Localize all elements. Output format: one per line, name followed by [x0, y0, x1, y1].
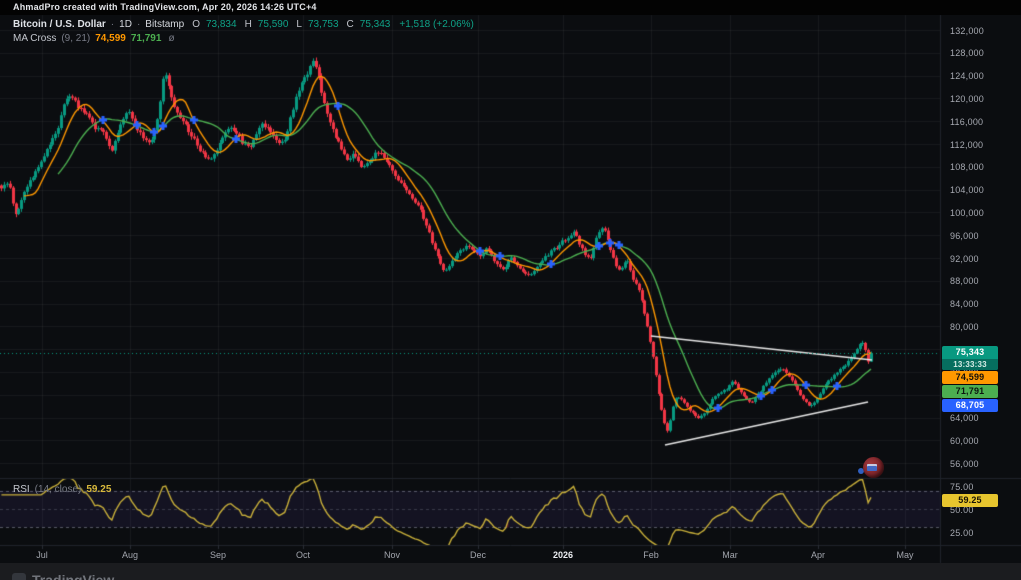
- symbol-name: Bitcoin / U.S. Dollar: [13, 19, 106, 30]
- price-badge-last-price: 75,343 13:33:33: [942, 346, 998, 371]
- price-axis-label: 88,000: [950, 276, 979, 287]
- price-axis-label: 60,000: [950, 435, 979, 446]
- tradingview-logo-icon: [12, 573, 26, 580]
- high-value: 75,590: [257, 19, 289, 30]
- price-axis-label: 56,000: [950, 458, 979, 469]
- rsi-axis-label: 50.00: [950, 504, 974, 515]
- price-axis-label: 92,000: [950, 253, 979, 264]
- rsi-axis-label: 25.00: [950, 527, 974, 538]
- sticker-flag: [867, 464, 877, 471]
- interval-label: 1D: [119, 19, 132, 30]
- ma-cross-params: (9, 21): [61, 33, 91, 44]
- footer-strip: TradingView: [0, 563, 1021, 580]
- price-badge-value: 75,343: [955, 347, 985, 358]
- close-value: 75,343: [359, 19, 391, 30]
- time-axis-label-mar: Mar: [722, 550, 738, 560]
- price-badge-ma-fast: 74,599: [942, 371, 998, 385]
- price-badge-value: 68,705: [955, 400, 985, 411]
- price-badge-value: 71,791: [955, 386, 985, 397]
- price-axis-label: 128,000: [950, 48, 984, 59]
- ma-cross-title: MA Cross: [13, 33, 57, 44]
- low-value: 73,753: [307, 19, 339, 30]
- price-axis-label: 124,000: [950, 71, 984, 82]
- rsi-title: RSI: [13, 484, 30, 495]
- price-badge-level: 68,705: [942, 399, 998, 413]
- bar-countdown: 13:33:33: [942, 359, 998, 371]
- ma-fast-value: 74,599: [95, 33, 126, 44]
- attribution-bar: AhmadPro created with TradingView.com, A…: [0, 0, 1021, 15]
- time-axis-label-may: May: [896, 550, 914, 560]
- open-value: 73,834: [205, 19, 237, 30]
- rsi-badge-value: 59.25: [958, 494, 982, 505]
- time-axis-label-sep: Sep: [209, 550, 227, 560]
- price-axis[interactable]: 132,000 128,000 124,000 120,000 116,000 112,0…: [941, 15, 1021, 563]
- price-axis-label: 108,000: [950, 162, 984, 173]
- sticker-dot: [858, 468, 864, 474]
- separator: ·: [136, 19, 141, 30]
- price-axis-label: 104,000: [950, 185, 984, 196]
- price-axis-label: 80,000: [950, 321, 979, 332]
- price-axis-label: 84,000: [950, 299, 979, 310]
- time-axis-label-feb: Feb: [643, 550, 659, 560]
- rsi-params: (14, close): [34, 484, 82, 495]
- separator: ·: [110, 19, 115, 30]
- time-axis-label-aug: Aug: [121, 550, 139, 560]
- open-label: O: [192, 19, 200, 30]
- time-axis-label-dec: Dec: [469, 550, 487, 560]
- time-axis-label-jul: Jul: [36, 550, 48, 560]
- close-label: C: [346, 19, 354, 30]
- sticker-icon[interactable]: [857, 456, 887, 480]
- ma-slow-value: 71,791: [130, 33, 162, 44]
- indicator-options-icon[interactable]: ø: [168, 33, 175, 44]
- tradingview-logo[interactable]: TradingView: [12, 572, 114, 580]
- time-axis[interactable]: Jul Aug Sep Oct Nov Dec 2026 Feb Mar Apr May: [0, 546, 940, 563]
- ma-cross-legend[interactable]: MA Cross (9, 21) 74,599 71,791 ø: [13, 33, 175, 44]
- time-axis-label-2026: 2026: [552, 550, 574, 560]
- price-axis-label: 96,000: [950, 230, 979, 241]
- exchange-label: Bitstamp: [145, 19, 185, 30]
- time-axis-label-oct: Oct: [295, 550, 311, 560]
- price-axis-label: 112,000: [950, 139, 984, 150]
- rsi-legend[interactable]: RSI (14, close) 59.25: [13, 484, 111, 495]
- tradingview-logo-text: TradingView: [32, 572, 115, 580]
- symbol-legend[interactable]: Bitcoin / U.S. Dollar · 1D · Bitstamp O …: [13, 19, 474, 30]
- time-axis-label-nov: Nov: [383, 550, 401, 560]
- change-value: +1,518 (+2.06%): [399, 19, 474, 30]
- rsi-value-badge: 59.25: [942, 493, 998, 507]
- low-label: L: [296, 19, 302, 30]
- price-axis-label: 64,000: [950, 413, 979, 424]
- price-axis-label: 132,000: [950, 25, 984, 36]
- attribution-text: AhmadPro created with TradingView.com, A…: [13, 2, 317, 12]
- price-axis-label: 120,000: [950, 93, 984, 104]
- price-axis-label: 116,000: [950, 116, 984, 127]
- price-badge-value: 74,599: [955, 372, 985, 383]
- high-label: H: [244, 19, 252, 30]
- price-badge-ma-slow: 71,791: [942, 385, 998, 399]
- rsi-axis-label: 75.00: [950, 481, 974, 492]
- time-axis-label-apr: Apr: [810, 550, 826, 560]
- rsi-value: 59.25: [86, 484, 112, 495]
- price-axis-label: 100,000: [950, 207, 984, 218]
